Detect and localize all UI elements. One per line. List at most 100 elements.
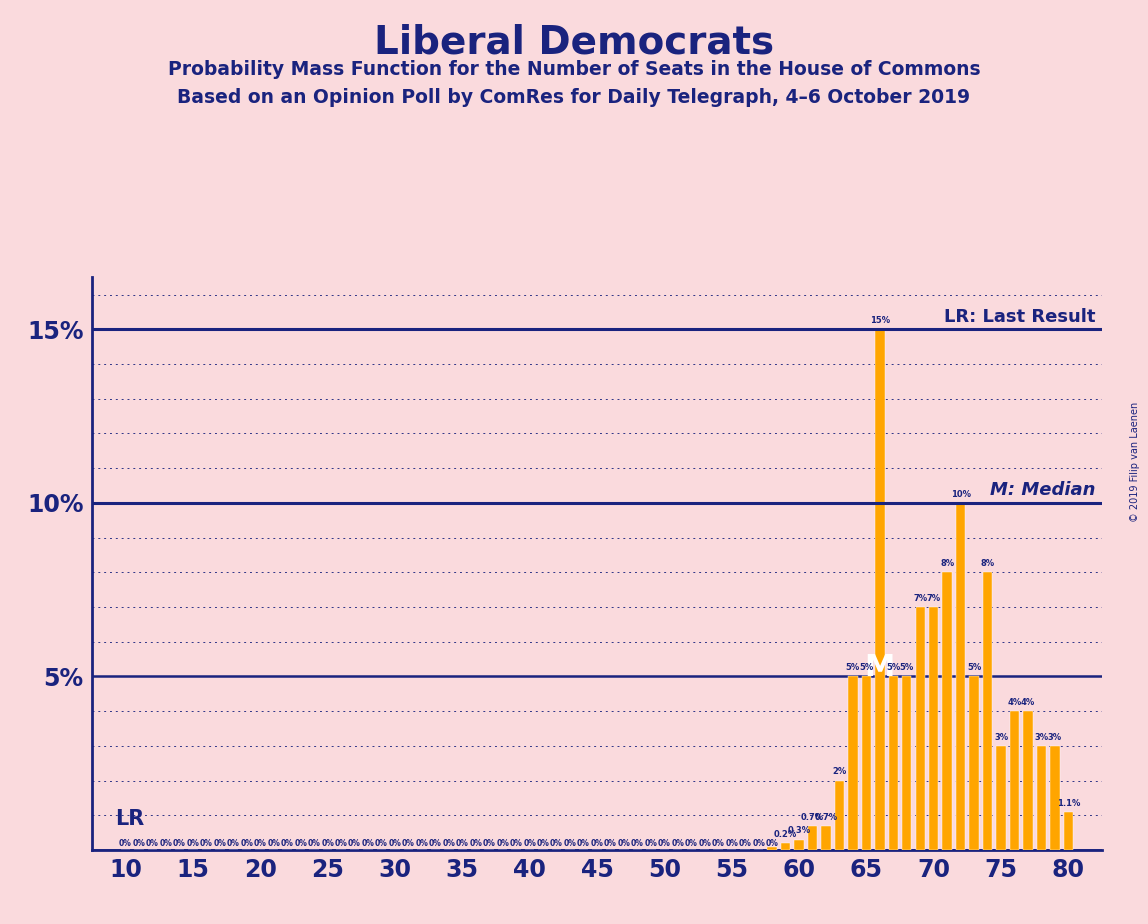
Text: 0%: 0% [658,839,670,848]
Text: 0%: 0% [119,839,132,848]
Text: 0%: 0% [577,839,590,848]
Bar [943,572,952,850]
Text: 0%: 0% [416,839,428,848]
Text: 0%: 0% [698,839,711,848]
Text: 0%: 0% [362,839,374,848]
Text: 0%: 0% [240,839,254,848]
Text: 0%: 0% [173,839,186,848]
Text: 0%: 0% [267,839,280,848]
Bar [889,676,898,850]
Bar [1010,711,1019,850]
Text: Liberal Democrats: Liberal Democrats [374,23,774,61]
Bar [983,572,992,850]
Text: 0%: 0% [483,839,496,848]
Text: 7%: 7% [913,594,928,602]
Text: 0%: 0% [496,839,509,848]
Bar [767,846,777,850]
Text: 0%: 0% [564,839,576,848]
Text: 0%: 0% [429,839,442,848]
Text: 0%: 0% [214,839,226,848]
Text: 0%: 0% [550,839,563,848]
Text: 0%: 0% [523,839,536,848]
Text: LR: Last Result: LR: Last Result [944,308,1095,326]
Text: LR: LR [115,809,144,829]
Text: 8%: 8% [980,559,994,568]
Text: 0%: 0% [308,839,320,848]
Bar [875,329,885,850]
Text: 8%: 8% [940,559,954,568]
Bar [848,676,858,850]
Bar [821,826,831,850]
Bar [1050,746,1060,850]
Text: 0%: 0% [752,839,765,848]
Text: 3%: 3% [1034,733,1048,742]
Bar [781,843,790,850]
Bar [915,607,925,850]
Text: 3%: 3% [1048,733,1062,742]
Text: 0%: 0% [146,839,158,848]
Bar [835,781,844,850]
Text: 0%: 0% [388,839,402,848]
Bar [862,676,871,850]
Text: 0%: 0% [604,839,616,848]
Bar [794,840,804,850]
Bar [996,746,1006,850]
Text: 1.1%: 1.1% [1056,798,1080,808]
Text: 10%: 10% [951,490,971,499]
Text: Based on an Opinion Poll by ComRes for Daily Telegraph, 4–6 October 2019: Based on an Opinion Poll by ComRes for D… [178,88,970,107]
Text: 0%: 0% [726,839,738,848]
Bar [956,503,965,850]
Text: 0%: 0% [536,839,550,848]
Text: 0.7%: 0.7% [801,812,824,821]
Text: 0%: 0% [590,839,604,848]
Text: 0%: 0% [200,839,212,848]
Text: © 2019 Filip van Laenen: © 2019 Filip van Laenen [1130,402,1140,522]
Bar [929,607,938,850]
Text: 4%: 4% [1021,698,1035,707]
Text: 0%: 0% [510,839,522,848]
Text: 0%: 0% [334,839,348,848]
Text: 5%: 5% [900,663,914,673]
Bar [1037,746,1046,850]
Text: 0%: 0% [631,839,644,848]
Text: 0%: 0% [321,839,334,848]
Bar [1023,711,1033,850]
Text: 0%: 0% [738,839,752,848]
Text: 0%: 0% [254,839,266,848]
Text: Probability Mass Function for the Number of Seats in the House of Commons: Probability Mass Function for the Number… [168,60,980,79]
Text: M: M [864,653,895,682]
Text: 0%: 0% [160,839,172,848]
Text: 0%: 0% [186,839,200,848]
Text: 5%: 5% [846,663,860,673]
Text: 5%: 5% [886,663,900,673]
Text: 0%: 0% [672,839,684,848]
Text: 2%: 2% [832,768,846,776]
Text: 0.2%: 0.2% [774,830,797,839]
Text: 0.3%: 0.3% [788,826,810,835]
Bar [969,676,979,850]
Text: 0%: 0% [227,839,240,848]
Text: 0%: 0% [644,839,658,848]
Text: 7%: 7% [926,594,940,602]
Text: 0%: 0% [618,839,630,848]
Text: 0%: 0% [132,839,146,848]
Text: 0%: 0% [470,839,482,848]
Text: 5%: 5% [967,663,982,673]
Text: 15%: 15% [870,316,890,325]
Text: 0.7%: 0.7% [814,812,838,821]
Text: 0%: 0% [294,839,307,848]
Bar [1064,812,1073,850]
Text: 0%: 0% [442,839,456,848]
Bar [808,826,817,850]
Text: 0%: 0% [456,839,468,848]
Text: 5%: 5% [859,663,874,673]
Text: 0%: 0% [348,839,360,848]
Text: 0%: 0% [685,839,698,848]
Text: 3%: 3% [994,733,1008,742]
Text: M: Median: M: Median [990,481,1095,499]
Bar [902,676,912,850]
Text: 0%: 0% [712,839,724,848]
Text: 0%: 0% [766,839,778,848]
Text: 0%: 0% [402,839,414,848]
Text: 0%: 0% [375,839,388,848]
